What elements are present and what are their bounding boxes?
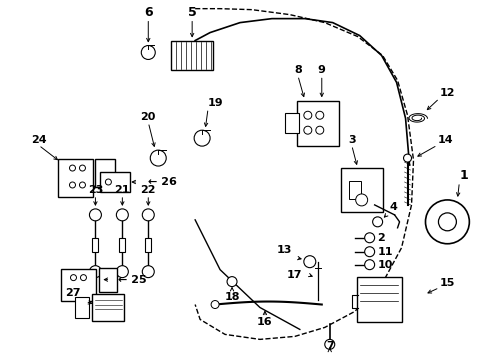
Text: 1: 1 xyxy=(458,169,467,182)
Circle shape xyxy=(80,165,85,171)
Circle shape xyxy=(364,233,374,243)
Bar xyxy=(99,268,117,292)
Text: 23: 23 xyxy=(87,185,103,195)
Circle shape xyxy=(69,165,75,171)
Text: ← 25: ← 25 xyxy=(118,275,147,285)
Circle shape xyxy=(226,276,237,287)
Circle shape xyxy=(89,266,101,278)
Circle shape xyxy=(355,194,367,206)
Circle shape xyxy=(403,154,411,162)
Circle shape xyxy=(194,130,210,146)
Circle shape xyxy=(116,209,128,221)
Text: 17: 17 xyxy=(286,270,301,280)
Text: 16: 16 xyxy=(257,318,272,328)
Bar xyxy=(356,277,401,322)
Circle shape xyxy=(211,301,219,309)
Bar xyxy=(61,269,96,301)
Bar xyxy=(296,101,338,146)
Text: ← 26: ← 26 xyxy=(148,177,177,187)
Text: 2: 2 xyxy=(377,233,385,243)
Text: 7: 7 xyxy=(325,341,333,351)
Text: 6: 6 xyxy=(143,6,152,19)
Text: 19: 19 xyxy=(208,98,224,108)
Text: 15: 15 xyxy=(439,278,454,288)
Text: 3: 3 xyxy=(347,135,355,145)
Text: 11: 11 xyxy=(377,247,392,257)
Circle shape xyxy=(142,266,154,278)
Text: 12: 12 xyxy=(439,88,454,98)
Text: 9: 9 xyxy=(317,66,325,75)
Circle shape xyxy=(324,339,334,349)
Circle shape xyxy=(303,111,311,119)
Circle shape xyxy=(69,182,75,188)
Bar xyxy=(285,113,298,133)
Circle shape xyxy=(303,126,311,134)
Text: 8: 8 xyxy=(293,66,301,75)
Bar xyxy=(92,238,98,252)
Text: 21: 21 xyxy=(114,185,130,195)
Text: 13: 13 xyxy=(276,245,291,255)
Text: 14: 14 xyxy=(437,135,452,145)
Circle shape xyxy=(315,126,323,134)
Bar xyxy=(340,167,382,212)
Circle shape xyxy=(438,213,455,231)
Bar xyxy=(119,238,125,252)
Circle shape xyxy=(364,260,374,270)
Circle shape xyxy=(364,247,374,257)
Text: 20: 20 xyxy=(140,112,156,122)
Circle shape xyxy=(425,200,468,244)
Circle shape xyxy=(142,209,154,221)
Circle shape xyxy=(70,275,76,280)
Text: 22: 22 xyxy=(140,185,156,195)
Circle shape xyxy=(80,182,85,188)
Circle shape xyxy=(141,45,155,59)
Text: 24: 24 xyxy=(31,135,46,145)
Circle shape xyxy=(315,111,323,119)
Text: 10: 10 xyxy=(377,260,392,270)
Circle shape xyxy=(81,275,86,280)
Circle shape xyxy=(89,209,101,221)
Bar xyxy=(348,181,360,199)
Circle shape xyxy=(303,256,315,268)
Text: 4: 4 xyxy=(389,202,397,212)
Bar xyxy=(100,172,130,192)
Bar xyxy=(145,238,151,252)
Bar xyxy=(92,293,124,321)
Circle shape xyxy=(150,150,166,166)
Text: 27: 27 xyxy=(64,288,80,298)
Text: 5: 5 xyxy=(187,6,196,19)
Bar xyxy=(58,159,93,197)
Circle shape xyxy=(105,179,111,185)
Text: 18: 18 xyxy=(224,292,239,302)
Bar xyxy=(75,297,89,319)
Circle shape xyxy=(116,266,128,278)
Bar xyxy=(171,41,213,71)
Circle shape xyxy=(372,217,382,227)
Bar xyxy=(95,159,115,187)
